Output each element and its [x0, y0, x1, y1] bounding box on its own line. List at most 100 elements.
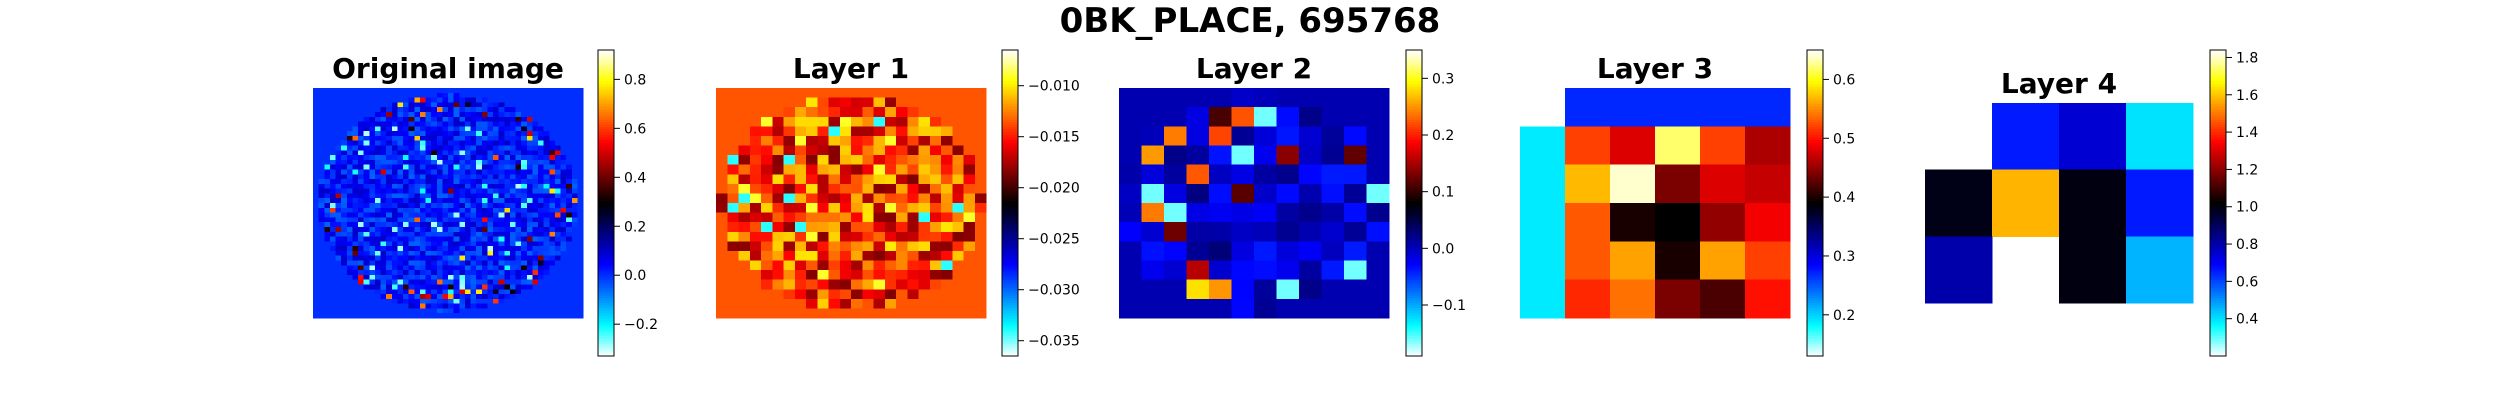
heatmap-cell — [386, 169, 393, 175]
heatmap-cell — [346, 183, 353, 190]
heatmap-cell — [554, 255, 562, 262]
heatmap-cell — [459, 255, 466, 262]
heatmap-cell — [749, 289, 762, 300]
colorbar-segment — [2210, 152, 2226, 156]
heatmap-cell — [313, 203, 320, 209]
heatmap-cell — [442, 135, 449, 142]
heatmap-cell — [481, 140, 488, 147]
heatmap-cell — [436, 236, 443, 242]
heatmap-cell — [1119, 279, 1143, 300]
heatmap-cell — [431, 308, 438, 314]
colorbar-segment — [1807, 215, 1823, 219]
heatmap-cell — [873, 308, 886, 319]
heatmap-cell — [324, 135, 331, 142]
heatmap-cell — [716, 126, 728, 137]
colorbar-segment — [598, 345, 614, 349]
heatmap-cell — [369, 174, 376, 180]
heatmap-cell — [806, 270, 818, 281]
heatmap-cell — [1209, 203, 1233, 223]
heatmap-cell — [476, 107, 483, 113]
heatmap-cell — [476, 294, 483, 300]
heatmap-cell — [397, 212, 404, 218]
colorbar-segment — [1406, 200, 1422, 204]
heatmap-cell — [929, 308, 942, 319]
heatmap-cell — [560, 289, 567, 295]
heatmap-cell — [352, 270, 359, 276]
heatmap-cell — [538, 183, 545, 190]
heatmap-cell — [532, 102, 539, 108]
heatmap-cell — [414, 121, 421, 127]
heatmap-cell — [436, 111, 443, 118]
heatmap-cell — [974, 135, 987, 147]
colorbar-segment — [598, 164, 614, 168]
heatmap-cell — [532, 284, 539, 290]
colorbar-segment — [598, 67, 614, 71]
heatmap-cell — [952, 174, 965, 185]
heatmap-cell — [806, 203, 818, 214]
heatmap-cell — [313, 260, 320, 266]
heatmap-cell — [493, 289, 500, 295]
heatmap-cell — [566, 231, 573, 238]
heatmap-cell — [839, 116, 852, 127]
heatmap-cell — [442, 250, 449, 257]
heatmap-cell — [549, 92, 556, 99]
heatmap-cell — [346, 255, 353, 262]
heatmap-cell — [352, 135, 359, 142]
heatmap-cell — [1231, 164, 1255, 185]
heatmap-cell — [521, 246, 528, 252]
heatmap-cell — [1209, 222, 1233, 242]
heatmap-cell — [374, 236, 382, 242]
heatmap-cell — [464, 212, 472, 218]
heatmap-cell — [324, 313, 331, 319]
heatmap-cell — [442, 107, 449, 113]
heatmap-cell — [532, 246, 539, 252]
heatmap-cell — [425, 155, 432, 161]
heatmap-cell — [335, 289, 342, 295]
heatmap-cell — [884, 135, 897, 147]
heatmap-cell — [318, 159, 325, 166]
heatmap-cell — [431, 241, 438, 247]
heatmap-cell — [448, 92, 455, 99]
heatmap-cell — [419, 174, 427, 180]
heatmap-cell — [459, 207, 466, 214]
heatmap-cell — [566, 102, 573, 108]
colorbar-tick-label: −0.025 — [1028, 232, 1080, 248]
heatmap-cell — [313, 97, 320, 103]
heatmap-cell — [1141, 222, 1165, 242]
heatmap-cell — [974, 298, 987, 310]
heatmap-cell — [783, 203, 796, 214]
heatmap-cell — [346, 131, 353, 137]
heatmap-cell — [470, 111, 477, 118]
heatmap-cell — [374, 260, 382, 266]
heatmap-cell — [515, 274, 522, 281]
heatmap-cell — [538, 203, 545, 209]
heatmap-cell — [566, 212, 573, 218]
colorbar-segment — [1807, 220, 1823, 224]
heatmap-cell — [1186, 241, 1210, 262]
heatmap-cell — [783, 241, 796, 252]
heatmap-cell — [470, 131, 477, 137]
heatmap-cell — [436, 250, 443, 257]
heatmap-cell — [538, 188, 545, 195]
heatmap-cell — [397, 274, 404, 281]
colorbar-segment — [598, 350, 614, 355]
heatmap-cell — [493, 279, 500, 286]
heatmap-cell — [560, 207, 567, 214]
heatmap-cell — [772, 97, 785, 108]
heatmap-cell — [352, 308, 359, 314]
heatmap-cell — [794, 203, 807, 214]
heatmap-cell — [374, 250, 382, 257]
heatmap-cell — [442, 97, 449, 103]
heatmap-cell — [806, 126, 818, 137]
heatmap-cell — [716, 97, 728, 108]
heatmap-cell — [509, 289, 517, 295]
heatmap-cell — [341, 97, 348, 103]
heatmap-cell — [521, 179, 528, 185]
heatmap-cell — [806, 145, 818, 156]
heatmap-cell — [431, 222, 438, 228]
heatmap-cell — [1276, 203, 1300, 223]
colorbar-segment — [598, 335, 614, 339]
heatmap-cell — [335, 159, 342, 166]
heatmap-cell — [521, 289, 528, 295]
heatmap-cell — [481, 193, 488, 199]
